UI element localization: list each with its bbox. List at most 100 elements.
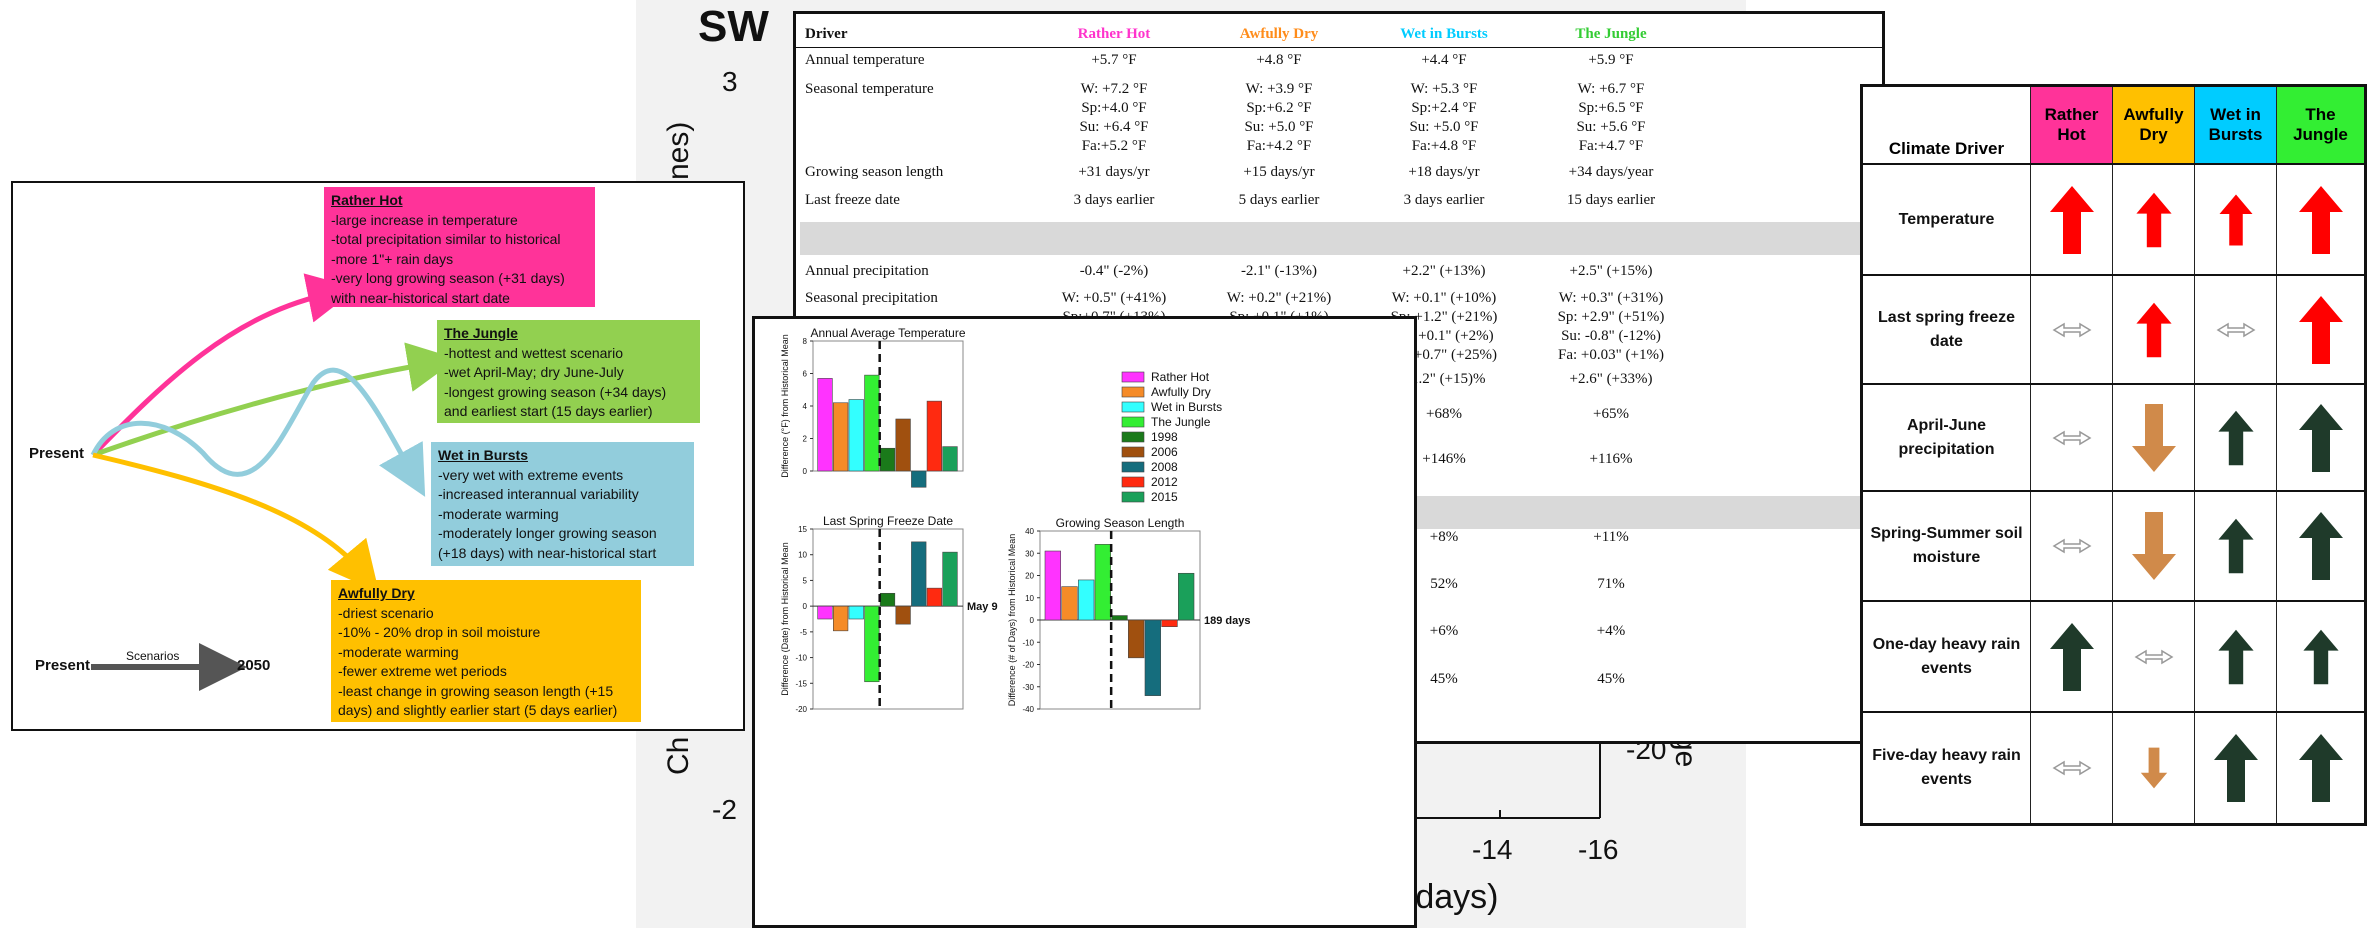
scenario-box-rather-hot: Rather Hot -large increase in temperatur… <box>324 187 595 307</box>
scenario-line: -very long growing season (+31 days) <box>331 270 565 286</box>
driver-cell-line: W: +0.2" (+21%) <box>1226 290 1332 306</box>
scenario-title: Wet in Bursts <box>438 447 528 463</box>
y-tick-label: -15 <box>795 679 807 688</box>
background-y-tick: 3 <box>722 66 738 97</box>
y-tick-label: 20 <box>1025 572 1034 581</box>
bar-2008 <box>1144 619 1161 696</box>
y-tick-label: -5 <box>800 628 808 637</box>
bar-rather-hot <box>817 605 833 620</box>
driver-cell: +146% <box>1369 450 1519 469</box>
driver-cell-line: +5.9 °F <box>1588 52 1634 68</box>
up-arrow-icon <box>2298 734 2343 802</box>
climate-driver-arrow-table: Climate Driver Rather Hot Awfully Dry Wet … <box>1860 84 2367 826</box>
y-tick-label: -30 <box>1022 683 1034 692</box>
driver-table-col-header: The Jungle <box>1575 26 1647 42</box>
up-arrow-icon <box>2298 295 2343 364</box>
y-tick-label: 0 <box>1030 616 1035 625</box>
bar-wet-in-bursts <box>1078 579 1095 621</box>
driver-cell: 71% <box>1536 575 1686 594</box>
driver-cell-line: Sp:+2.4 °F <box>1411 100 1477 116</box>
driver-cell-line: 52% <box>1430 576 1458 592</box>
driver-cell: +1.2" (+15)% <box>1369 370 1519 389</box>
bar-2012 <box>926 587 942 607</box>
driver-cell: W: +0.1" (+10%) Sp: +1.2" (+21%) Su: +0.1"… <box>1369 289 1519 365</box>
driver-cell: +2.5" (+15%) <box>1536 262 1686 281</box>
driver-cell: +65% <box>1536 405 1686 424</box>
driver-cell-line: Sp: +2.9" (+51%) <box>1557 309 1665 325</box>
driver-cell-line: Fa: +0.03" (+1%) <box>1558 347 1664 363</box>
down-arrow-icon <box>2131 512 2176 580</box>
y-tick-label: 8 <box>803 337 808 346</box>
bar-1998 <box>879 592 896 607</box>
background-x-tick: -14 <box>1472 834 1513 865</box>
background-x-tick: -16 <box>1578 834 1619 865</box>
arrow-cell <box>2276 385 2364 490</box>
driver-table-col-header: Wet in Bursts <box>1400 26 1488 42</box>
bar-2008 <box>911 470 927 488</box>
y-tick-label: 6 <box>803 370 808 379</box>
bar-rather-hot <box>1044 550 1061 621</box>
driver-row-label: Growing season length <box>805 164 944 180</box>
timeline-caption: Scenarios <box>126 649 180 663</box>
y-tick-label: 5 <box>803 576 808 585</box>
driver-cell-line: Su: +0.1" (+2%) <box>1394 328 1494 344</box>
driver-cell: +8% <box>1369 528 1519 547</box>
double-arrow-icon <box>2052 760 2091 776</box>
driver-cell-line: +4.8 °F <box>1256 52 1302 68</box>
bar-the-jungle <box>864 374 880 472</box>
driver-cell: 3 days earlier <box>1039 191 1189 210</box>
y-tick-label: 4 <box>803 402 808 411</box>
arrow-cell <box>2030 385 2112 490</box>
arrow-the-jungle <box>92 342 458 458</box>
driver-cell: 5 days earlier <box>1204 191 1354 210</box>
legend-label: Awfully Dry <box>1151 385 1211 399</box>
bar-2006 <box>895 418 911 472</box>
bar-2006 <box>895 605 911 625</box>
driver-cell: +5.7 °F <box>1039 51 1189 70</box>
driver-table-col-header: Rather Hot <box>1077 26 1151 42</box>
driver-cell-line: Sp:+4.0 °F <box>1081 100 1147 116</box>
driver-row-label: Annual temperature <box>805 52 925 68</box>
driver-cell-line: +15 days/yr <box>1243 164 1315 180</box>
arrow-wet-in-bursts <box>90 367 426 497</box>
driver-row-label: Seasonal precipitation <box>805 290 938 306</box>
driver-cell-line: 15 days earlier <box>1566 192 1656 208</box>
scenario-line: with near-historical start date <box>331 289 510 306</box>
scenario-line: -wet April-May; dry June-July <box>444 364 624 380</box>
driver-cell-line: Su: +5.0 °F <box>1409 119 1479 135</box>
driver-cell-line: Fa: +0.7" (+25%) <box>1391 347 1497 363</box>
double-arrow-icon <box>2052 430 2091 445</box>
arrow-cell <box>2112 385 2194 490</box>
background-y-axis-label-fragment: Ch <box>662 736 695 775</box>
driver-cell: -0.4" (-2%) <box>1039 262 1189 281</box>
driver-cell: 45% <box>1369 670 1519 689</box>
driver-cell-line: Sp:+6.5 °F <box>1578 100 1644 116</box>
driver-cell: +6% <box>1369 622 1519 641</box>
bar-2015 <box>1178 572 1195 621</box>
scenario-line: -increased interannual variability <box>438 486 639 502</box>
driver-cell: +31 days/yr <box>1039 163 1189 182</box>
driver-cell: +4.4 °F <box>1369 51 1519 70</box>
bar-charts-panel: Annual Average Temperature 0 2 4 6 8 Differenc… <box>752 316 1417 928</box>
scenario-diagram-panel: Present Present Scenarios 2050 Rather Ho… <box>11 181 745 731</box>
driver-cell-line: +6% <box>1429 623 1459 639</box>
scenario-line: (+18 days) with near-historical start <box>438 544 657 561</box>
arrow-cell <box>2030 165 2112 274</box>
arrow-cell <box>2276 713 2364 823</box>
y-tick-label: -40 <box>1022 705 1034 714</box>
scenario-line: -moderate warming <box>338 643 459 660</box>
driver-cell-line: Su: +5.6 °F <box>1576 119 1646 135</box>
scenario-line: -more 1"+ rain days <box>331 250 454 267</box>
arrow-row-label: April-June precipitation <box>1898 416 1995 458</box>
arrow-table-header-driver: Climate Driver <box>1888 139 2005 158</box>
bar-the-jungle <box>864 605 880 683</box>
driver-table-col-header: Awfully Dry <box>1239 26 1319 42</box>
scenario-arrows <box>90 273 458 691</box>
driver-cell-line: +2.2" (+13%) <box>1402 263 1486 279</box>
driver-cell-line: +11% <box>1593 529 1629 545</box>
bar-the-jungle <box>1094 544 1111 621</box>
y-axis-label: Difference (# of Days) from Historical M… <box>1007 534 1017 706</box>
arrow-table-col-header: Rather Hot <box>2030 87 2112 163</box>
driver-cell-line: 45% <box>1597 671 1625 687</box>
driver-cell-line: W: +6.7 °F <box>1577 81 1645 97</box>
